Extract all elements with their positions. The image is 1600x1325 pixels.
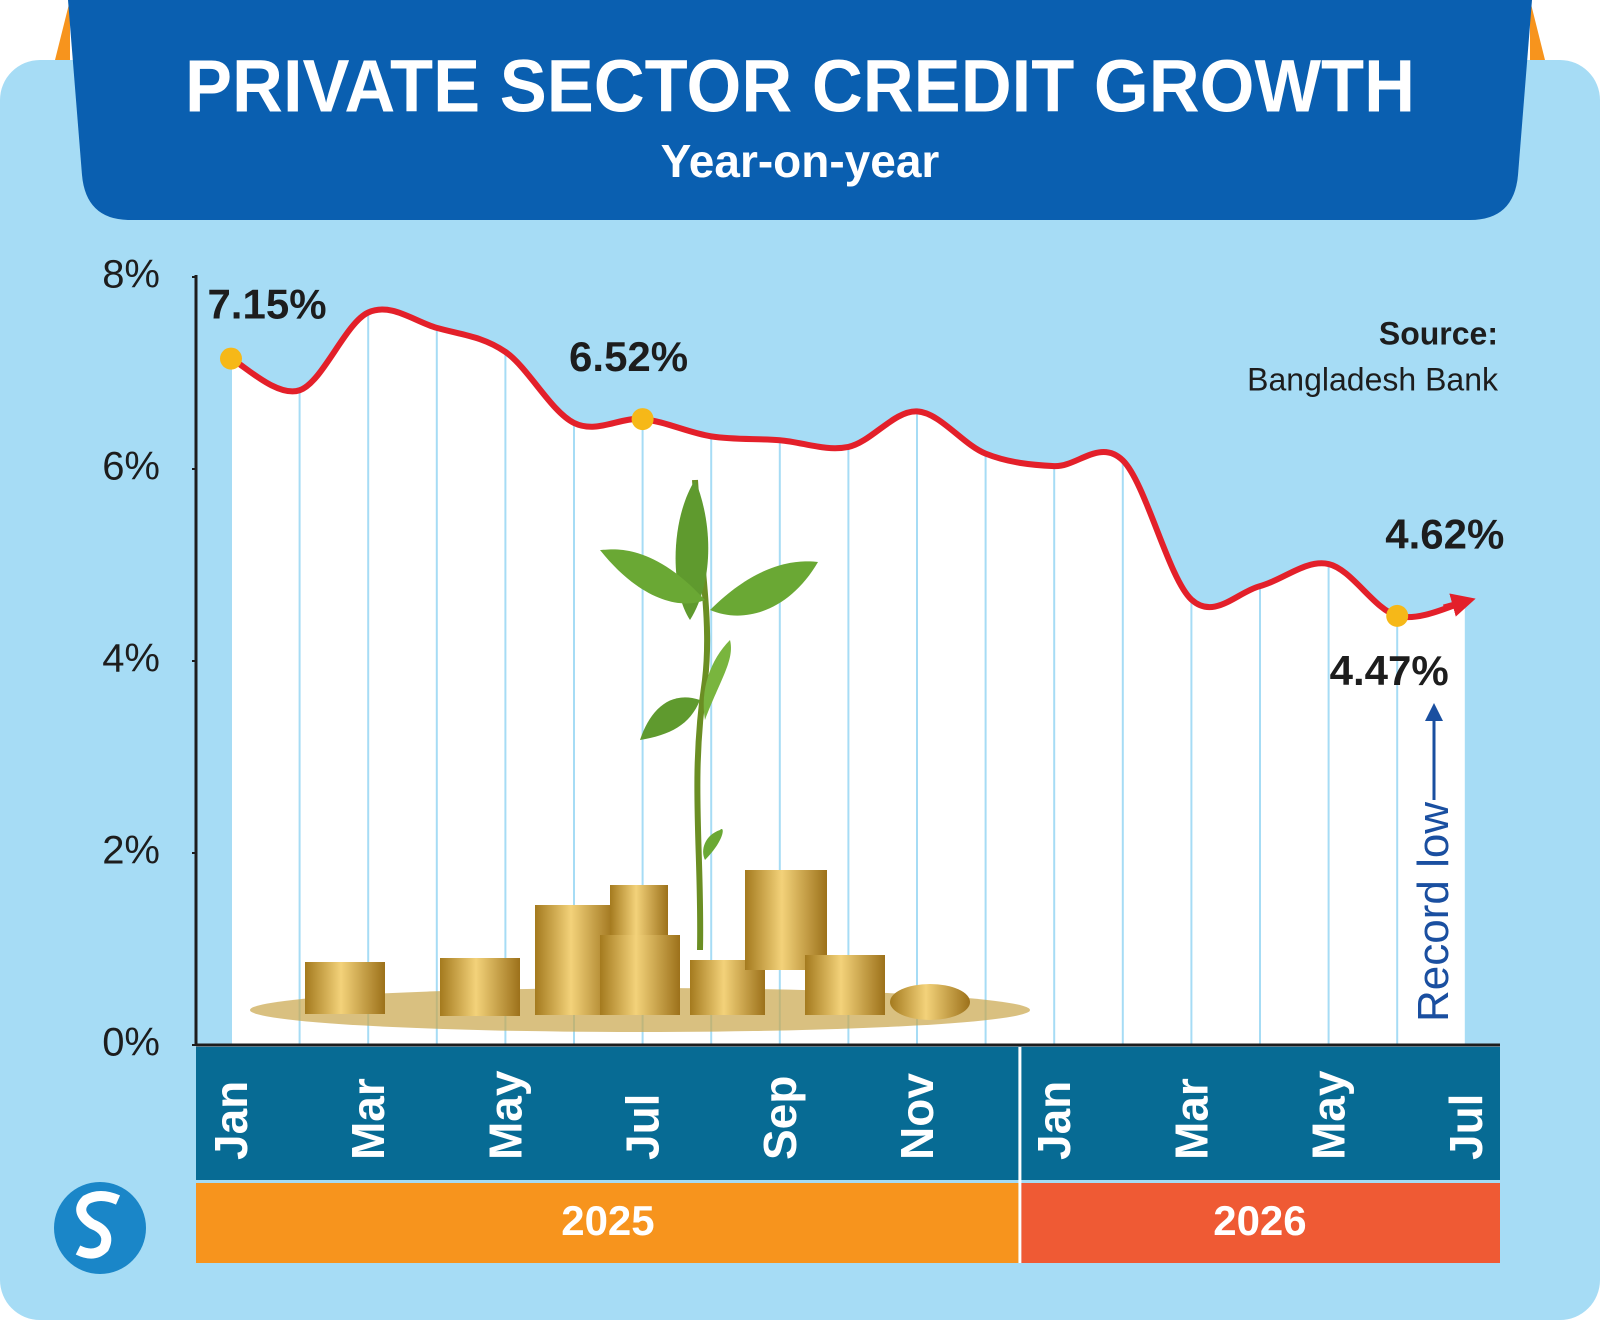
year-label: 2026 [1213, 1197, 1306, 1244]
x-tick-label: Jul [617, 1094, 669, 1160]
x-tick-label: Sep [754, 1076, 806, 1160]
source-label: Source: [1379, 315, 1498, 351]
line [228, 306, 1469, 621]
chart-title: PRIVATE SECTOR CREDIT GROWTH [185, 45, 1415, 128]
corner [1530, 0, 1545, 60]
chart-subtitle: Year-on-year [661, 135, 940, 187]
corner [55, 0, 70, 60]
logo [54, 1182, 146, 1274]
y-tick-label: 4% [102, 637, 160, 681]
x-tick-label: May [1303, 1070, 1355, 1160]
title-banner [68, 0, 1532, 220]
x-tick-label: Mar [342, 1078, 394, 1160]
year-band [196, 1183, 1019, 1263]
annotation: Record low [1409, 802, 1458, 1022]
value-label: 6.52% [569, 333, 688, 380]
source: Bangladesh Bank [1247, 361, 1499, 397]
month-band [196, 1047, 1500, 1180]
point [1386, 604, 1409, 627]
y-tick-label: 8% [102, 253, 160, 297]
value-label: 4.47% [1330, 647, 1449, 694]
x-tick-label: May [479, 1070, 531, 1160]
y-tick-label: 6% [102, 445, 160, 489]
plot-area: 7.15% 6.52% 4.47% 4.62% [207, 281, 1504, 1046]
x-tick-label: Jan [1028, 1081, 1080, 1160]
y-tick-label: 2% [102, 829, 160, 873]
x-tick-label: Mar [1165, 1078, 1217, 1160]
x-tick-label: Jan [205, 1081, 257, 1160]
y-tick-label: 0% [102, 1021, 160, 1065]
axes: 0% 2% 4% 6% 8% Jan Mar May Jul Sep Nov Jan Mar May Jul… [102, 253, 1500, 1263]
point [220, 347, 242, 370]
x-tick-label: Nov [891, 1073, 943, 1160]
value-label: 4.62% [1385, 511, 1504, 558]
point [631, 408, 654, 431]
coins-plant [250, 479, 1030, 1032]
year-band [1021, 1183, 1500, 1263]
value-label: 7.15% [207, 281, 326, 328]
year-label: 2025 [561, 1197, 654, 1244]
x-tick-label: Jul [1440, 1094, 1492, 1160]
